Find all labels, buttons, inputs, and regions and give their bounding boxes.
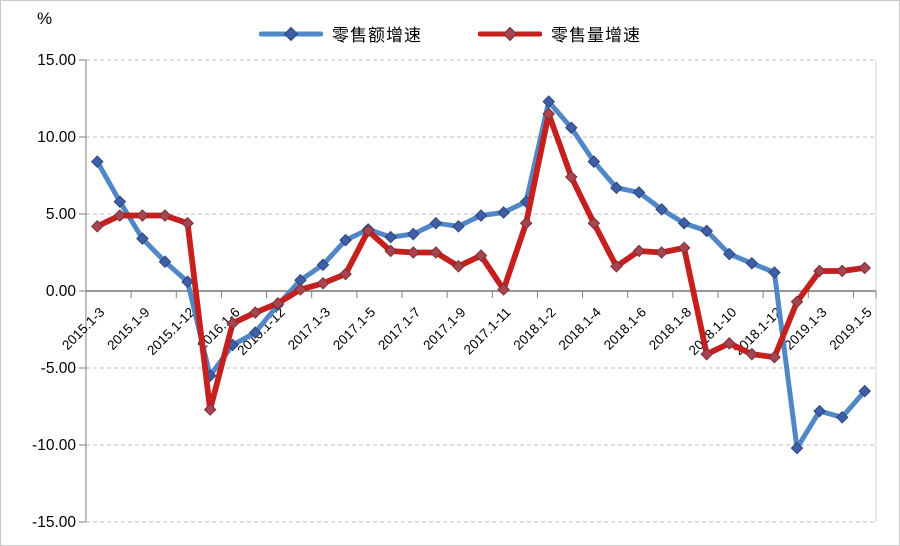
- x-tick-label: 2018.1-6: [601, 305, 649, 353]
- data-point-marker: [384, 230, 398, 244]
- data-point-marker: [339, 233, 352, 247]
- data-point-marker: [248, 306, 262, 319]
- data-point-marker: [790, 441, 804, 455]
- x-tick-label: 2015.1-12: [144, 305, 198, 359]
- data-point-marker: [632, 244, 646, 258]
- data-point-marker: [700, 347, 714, 361]
- y-tick-label: 0.00: [46, 283, 77, 300]
- data-point-marker: [722, 337, 736, 350]
- y-tick-label: 5.00: [46, 206, 77, 223]
- data-point-marker: [90, 155, 104, 168]
- data-point-marker: [113, 209, 127, 222]
- data-point-marker: [519, 216, 533, 230]
- data-point-marker: [858, 384, 872, 398]
- data-point-marker: [564, 170, 578, 184]
- data-point-marker: [181, 275, 194, 289]
- y-tick-label: -15.00: [32, 514, 76, 531]
- data-point-marker: [294, 283, 307, 296]
- data-point-marker: [858, 261, 872, 275]
- data-point-marker: [813, 264, 826, 278]
- y-tick-label: -5.00: [41, 360, 77, 377]
- data-point-marker: [226, 317, 240, 330]
- y-tick-label: 10.00: [37, 129, 76, 146]
- data-point-marker: [452, 220, 465, 233]
- data-point-marker: [474, 249, 488, 262]
- data-point-marker: [248, 326, 262, 339]
- data-point-marker: [406, 246, 420, 259]
- data-point-marker: [90, 220, 104, 233]
- data-point-marker: [497, 283, 510, 296]
- data-point-marker: [339, 267, 352, 281]
- x-tick-label: 2018.1-2: [511, 305, 559, 353]
- y-tick-label: 15.00: [37, 52, 76, 69]
- data-point-marker: [677, 216, 691, 230]
- data-point-marker: [564, 121, 578, 135]
- data-point-marker: [677, 241, 691, 255]
- data-point-marker: [158, 209, 172, 222]
- data-point-marker: [745, 347, 759, 361]
- data-point-marker: [406, 227, 420, 241]
- y-tick-label: -10.00: [32, 437, 76, 454]
- data-point-marker: [203, 403, 217, 416]
- data-point-marker: [835, 264, 849, 278]
- data-point-marker: [474, 209, 488, 222]
- data-point-marker: [632, 186, 646, 199]
- x-tick-label: 2017.1-3: [285, 305, 333, 353]
- data-point-marker: [542, 107, 556, 121]
- data-point-marker: [655, 246, 668, 259]
- x-tick-label: 2019.1-5: [827, 305, 875, 353]
- data-point-marker: [768, 350, 781, 364]
- x-tick-label: 2018.1-4: [556, 304, 605, 353]
- data-point-marker: [700, 224, 714, 238]
- data-point-marker: [587, 155, 601, 168]
- data-point-marker: [113, 195, 127, 208]
- data-point-marker: [136, 209, 149, 222]
- data-point-marker: [429, 246, 443, 259]
- data-point-marker: [429, 216, 443, 230]
- data-point-marker: [745, 256, 759, 270]
- y-axis-unit-label: %: [37, 9, 53, 28]
- data-point-marker: [384, 244, 398, 258]
- data-point-marker: [136, 232, 149, 245]
- data-point-marker: [587, 216, 601, 230]
- data-point-marker: [452, 260, 465, 273]
- data-point-marker: [835, 410, 849, 424]
- data-point-marker: [813, 404, 826, 418]
- data-point-marker: [790, 295, 804, 309]
- x-tick-label: 2015.1-3: [59, 305, 107, 353]
- data-point-marker: [542, 95, 556, 108]
- x-tick-label: 2017.1-11: [461, 305, 514, 358]
- data-point-marker: [181, 216, 194, 230]
- data-point-marker: [655, 203, 668, 216]
- data-point-marker: [271, 297, 285, 310]
- data-point-marker: [497, 206, 510, 219]
- x-tick-label: 2017.1-5: [330, 305, 378, 353]
- data-point-marker: [768, 266, 781, 279]
- data-point-marker: [316, 258, 330, 272]
- data-point-marker: [158, 255, 172, 269]
- data-point-marker: [610, 260, 623, 273]
- data-point-marker: [316, 276, 330, 290]
- x-tick-label: 2017.1-7: [375, 305, 423, 353]
- data-point-marker: [722, 247, 736, 261]
- data-point-marker: [361, 224, 375, 238]
- data-point-marker: [610, 181, 623, 195]
